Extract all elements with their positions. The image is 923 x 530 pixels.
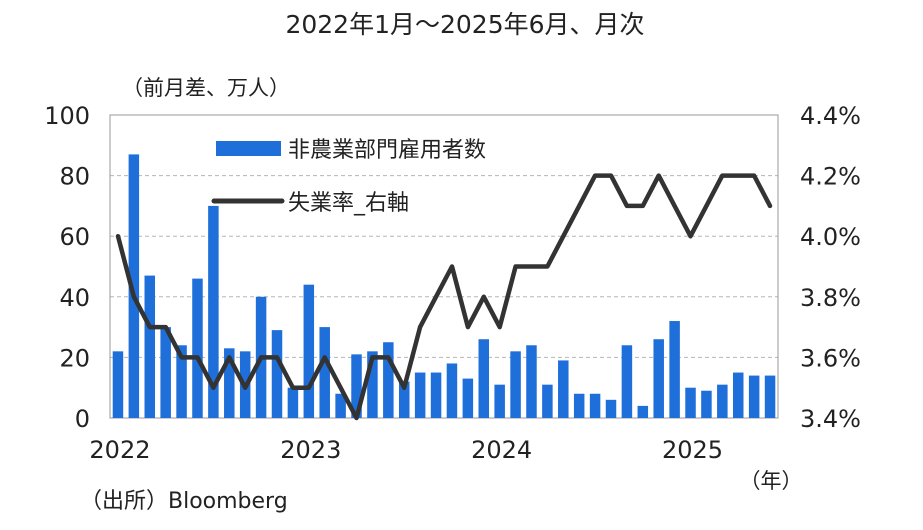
x-tick-label: 2025: [662, 436, 723, 464]
left-tick-label: 80: [59, 163, 90, 191]
bar: [414, 372, 426, 418]
left-axis-unit: （前月差、万人）: [122, 76, 290, 100]
line-series: [115, 173, 773, 421]
bar: [669, 321, 680, 418]
bar: [128, 154, 140, 418]
bar: [717, 384, 728, 418]
bar: [589, 393, 601, 418]
bar: [732, 372, 744, 418]
bar: [303, 284, 315, 418]
right-tick-label: 4.2%: [800, 163, 861, 191]
left-tick-label: 100: [44, 102, 90, 130]
bar: [430, 372, 442, 418]
right-tick-label: 3.4%: [800, 405, 861, 433]
left-tick-label: 40: [59, 284, 90, 312]
right-tick-label: 4.4%: [800, 102, 861, 130]
bar: [351, 354, 362, 418]
bar: [160, 327, 171, 418]
bar: [605, 399, 617, 418]
bar: [764, 375, 776, 418]
bar: [112, 351, 124, 418]
x-tick-label: 2024: [471, 436, 532, 464]
bar: [144, 275, 156, 418]
bar: [192, 278, 203, 418]
left-axis-ticks: 0 20 40 60 80 100: [44, 102, 90, 433]
bar: [542, 384, 553, 418]
bar: [621, 345, 633, 418]
bar: [573, 393, 585, 418]
x-axis-unit: （年）: [740, 469, 803, 493]
legend-bar-swatch: [216, 141, 281, 156]
x-tick-label: 2022: [89, 436, 150, 464]
bar: [335, 393, 346, 418]
chart-title: 2022年1月～2025年6月、月次: [285, 10, 644, 39]
bar: [526, 345, 537, 418]
bar: [367, 351, 378, 418]
x-tick-label: 2023: [280, 436, 341, 464]
bar: [748, 375, 760, 418]
bar: [287, 387, 299, 418]
right-tick-label: 4.0%: [800, 223, 861, 251]
left-tick-label: 20: [59, 344, 90, 372]
bar: [271, 330, 283, 418]
bar: [558, 360, 569, 418]
x-axis-ticks: 2022 2023 2024 2025: [89, 436, 723, 464]
bar: [637, 405, 649, 418]
bar: [208, 205, 219, 418]
bar: [224, 348, 235, 418]
legend-label-payrolls: 非農業部門雇用者数: [288, 138, 486, 163]
left-tick-label: 0: [75, 405, 90, 433]
right-tick-label: 3.8%: [800, 284, 861, 312]
legend: 非農業部門雇用者数 失業率_右軸: [211, 138, 486, 216]
bar: [478, 339, 490, 418]
bar: [446, 363, 458, 418]
right-tick-label: 3.6%: [800, 344, 861, 372]
bar: [510, 351, 521, 418]
bar: [383, 342, 394, 418]
plot-area-frame: [109, 114, 779, 419]
left-tick-label: 60: [59, 223, 90, 251]
bar: [176, 345, 187, 418]
bar: [462, 378, 474, 418]
bar: [494, 384, 505, 418]
source-note: （出所）Bloomberg: [80, 489, 288, 514]
bar: [685, 387, 696, 418]
unemployment-line: [115, 173, 773, 421]
bar: [701, 390, 712, 418]
legend-label-unemployment: 失業率_右軸: [288, 191, 409, 216]
right-axis-ticks: 3.4% 3.6% 3.8% 4.0% 4.2% 4.4%: [800, 102, 861, 433]
gridlines: [110, 175, 778, 358]
bar: [653, 339, 664, 418]
bar: [319, 327, 330, 418]
bar: [398, 381, 410, 418]
